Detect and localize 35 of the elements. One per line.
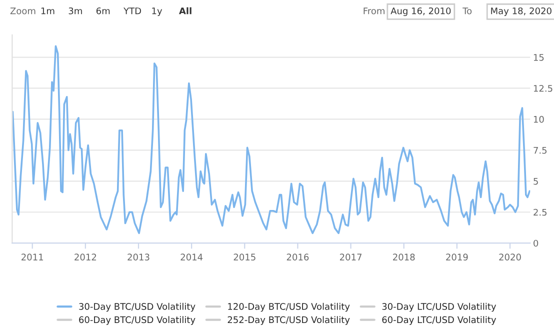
y-tick-label: 5 [534,178,538,185]
y-tick-label: 12.5 [534,84,552,92]
legend-label: 252-Day BTC/USD Volatility [228,316,350,325]
text: 3m [68,7,82,14]
text: May 18, 2020 [491,7,552,16]
text: Zoom [10,8,36,14]
text: To [462,8,472,14]
text: From [364,8,384,14]
x-tick-label: 2020 [499,254,521,260]
line-series [12,45,530,234]
y-tick-label: 7.5 [534,147,547,154]
text: 1m [41,8,54,14]
text: All [178,7,192,14]
text: 6m [96,7,110,14]
text: YTD [124,8,141,14]
legend-label: 60-Day BTC/USD Volatility [79,316,196,325]
y-tick-label: 0 [534,240,538,247]
x-tick-label: 2011 [22,254,44,260]
legend-label: 60-Day LTC/USD Volatility [382,316,496,325]
text: 1y [152,8,162,16]
x-tick-label: 2019 [446,254,468,260]
x-tick-label: 2013 [128,254,150,260]
y-tick-label: 15 [534,54,544,61]
x-tick-label: 2016 [286,254,309,260]
x-tick-label: 2017 [340,254,362,260]
y-tick-label: 2.5 [534,208,547,216]
legend-label: 120-Day BTC/USD Volatility [228,302,350,312]
legend-label: 30-Day BTC/USD Volatility [79,302,196,312]
x-tick-label: 2014 [180,254,203,260]
x-tick-label: 2015 [234,254,256,260]
legend-label: 30-Day LTC/USD Volatility [382,302,496,312]
x-tick-label: 2012 [74,254,96,260]
x-tick-label: 2018 [393,254,415,260]
text: Aug 16, 2010 [390,7,451,16]
y-tick-label: 10 [534,116,544,123]
